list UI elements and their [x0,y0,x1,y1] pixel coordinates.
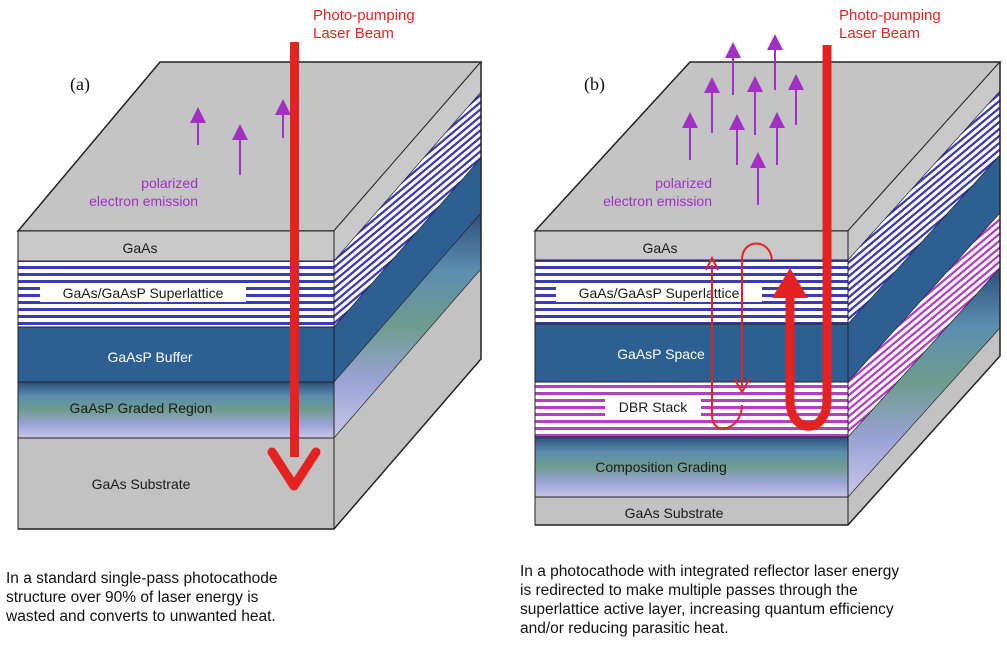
panel-a: GaAs GaAs/GaAsP Superlattice GaAsP Buffe… [16,7,483,530]
layer-buffer [17,326,335,383]
label-substrate: GaAs Substrate [92,476,191,492]
layer-grading [534,436,849,498]
label-superlattice: GaAs/GaAsP Superlattice [63,285,224,301]
label-space: GaAsP Space [617,346,705,362]
panel-b-side-face [847,61,1001,526]
panel-b-front-face [534,230,849,526]
caption-b: In a photocathode with integrated reflec… [520,562,899,638]
caption-a-line: structure over 90% of laser energy is [6,589,259,606]
layer-gaas [17,230,335,262]
laser-label-b-line1: Photo-pumping [839,7,941,24]
label-grading: Composition Grading [595,459,727,475]
emission-label-b-line2: electron emission [603,193,712,209]
panel-a-label: (a) [70,74,90,95]
laser-label-a-line2: Laser Beam [313,25,394,42]
label-superlattice: GaAs/GaAsP Superlattice [579,285,740,301]
panel-b: GaAs GaAs/GaAsP Superlattice GaAsP Space… [533,7,1002,526]
label-graded: GaAsP Graded Region [70,400,213,416]
label-substrate: GaAs Substrate [625,505,724,521]
emission-arrows-a [190,99,291,175]
layer-substrate [17,437,335,530]
caption-b-line: superlattice active layer, increasing qu… [520,601,894,618]
laser-arrowhead-a [267,447,321,491]
emission-label-a-line1: polarized [141,175,198,191]
laser-reflection-loop [785,45,832,431]
emission-label-b-line1: polarized [655,175,712,191]
laser-label-b-line2: Laser Beam [839,25,920,42]
caption-a-line: wasted and converts to unwanted heat. [6,608,276,625]
label-gaas: GaAs [122,240,157,256]
label-gaas: GaAs [642,240,677,256]
caption-b-line: In a photocathode with integrated reflec… [520,563,900,580]
emission-arrows-b [682,34,804,205]
laser-label-a-line1: Photo-pumping [313,7,415,24]
laser-beam-a [290,42,299,457]
layer-substrate [534,496,849,526]
multipass-arrow-thin [705,242,773,430]
caption-a: In a standard single-pass photocathode s… [6,569,277,626]
caption-b-line: and/or reducing parasitic heat. [520,620,729,637]
layer-graded [17,381,335,439]
label-buffer: GaAsP Buffer [107,349,192,365]
caption-a-line: In a standard single-pass photocathode [6,570,278,587]
panel-b-label: (b) [584,74,605,95]
laser-reflection-arrowhead [772,268,808,298]
layer-space [534,323,849,383]
label-dbr: DBR Stack [619,399,688,415]
layer-gaas [534,230,849,261]
caption-b-line: is redirected to make multiple passes th… [520,582,858,599]
emission-label-a-line2: electron emission [89,193,198,209]
